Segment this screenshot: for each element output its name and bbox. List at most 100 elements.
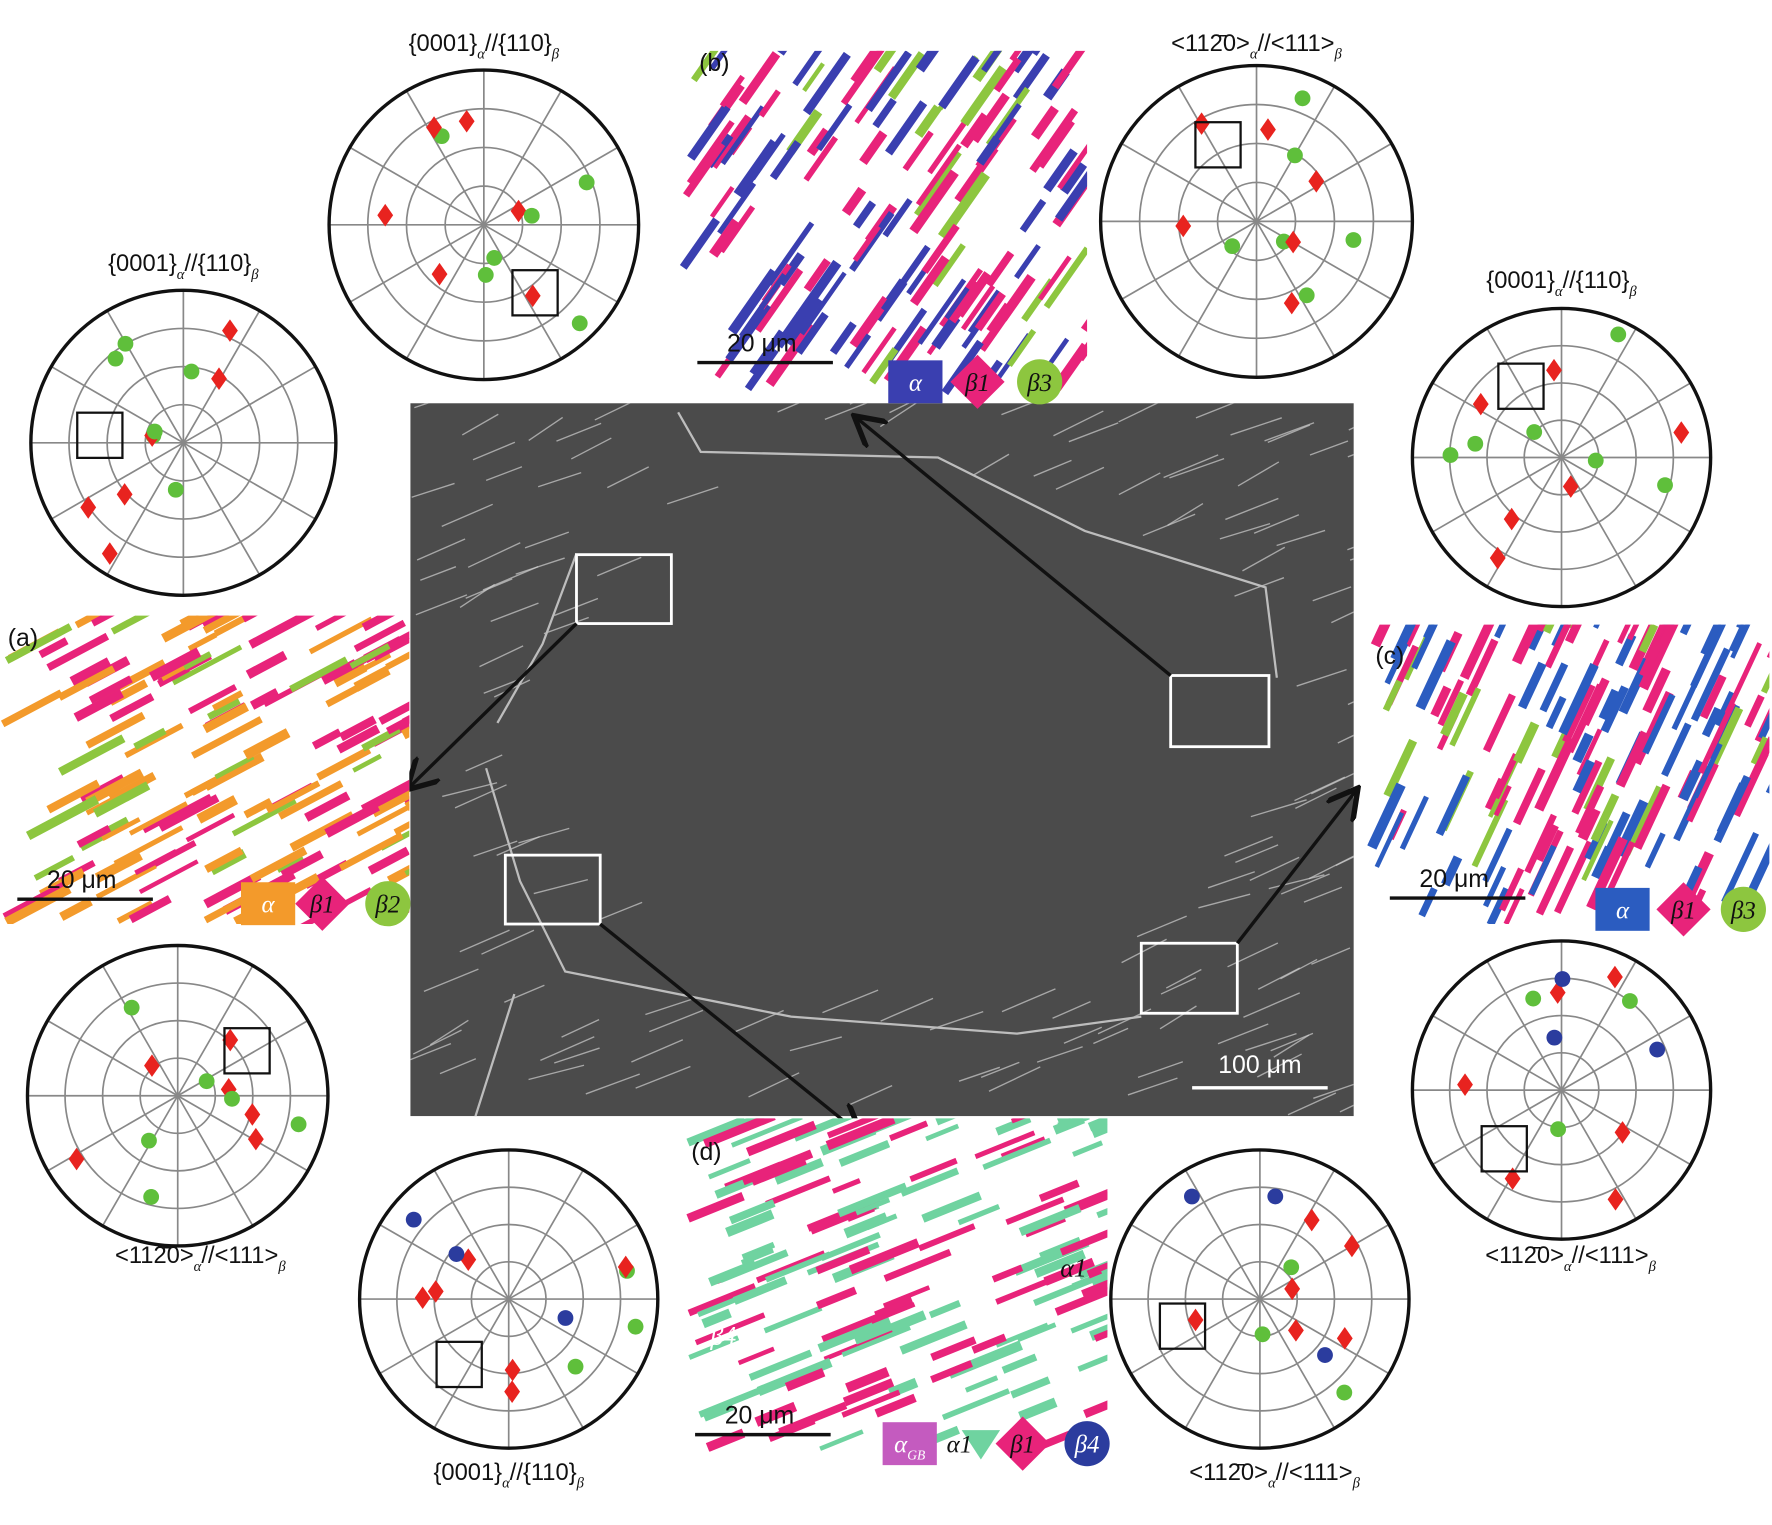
streak (528, 416, 564, 442)
pole-marker (1193, 112, 1210, 135)
streak (847, 1084, 893, 1106)
streak (1136, 915, 1187, 938)
grain (1435, 774, 1471, 837)
grain (1054, 159, 1088, 222)
grain (187, 632, 218, 652)
pole-marker (1284, 1277, 1301, 1301)
grid-radial (1486, 960, 1563, 1091)
grain (1572, 732, 1594, 764)
legend-text: α (1616, 897, 1630, 924)
grain (1615, 633, 1637, 667)
grain (1754, 736, 1770, 770)
outline (1410, 939, 1713, 1241)
label-main: {0001} (433, 1460, 502, 1486)
grid-radial (50, 442, 184, 520)
grain (1730, 624, 1762, 659)
grain (803, 135, 839, 182)
grain (69, 657, 112, 687)
grain (1627, 624, 1645, 641)
grain (1441, 855, 1463, 887)
streak (1142, 513, 1196, 537)
grid-radial (1561, 382, 1692, 459)
pole-marker (1554, 971, 1571, 987)
grid-radial (483, 224, 619, 303)
streak (543, 616, 589, 635)
streak (459, 583, 496, 609)
label-sub: β (1352, 1476, 1361, 1492)
streak (496, 836, 540, 856)
grain (1014, 244, 1041, 280)
grain (182, 651, 212, 671)
grain (1713, 774, 1751, 844)
grain (882, 1285, 931, 1308)
grain (964, 1375, 999, 1393)
pole-marker (1294, 90, 1311, 107)
outline (1109, 1148, 1411, 1450)
label-sub: β (1648, 1259, 1657, 1275)
grid-radial (1130, 1298, 1261, 1375)
streak (1267, 424, 1311, 444)
legend-label: α (909, 370, 923, 397)
pole-marker (1587, 452, 1604, 469)
grain (73, 689, 124, 722)
grain (870, 1302, 916, 1324)
grain (889, 1120, 929, 1142)
pole-marker (1287, 147, 1303, 164)
grain (915, 50, 965, 73)
grain (701, 1308, 732, 1329)
label-main: //{110} (510, 1460, 577, 1486)
grain (730, 1118, 803, 1148)
grain (1370, 624, 1404, 648)
grid-radial (1431, 382, 1562, 459)
label-main: {0001} (108, 251, 177, 277)
grain (688, 1335, 740, 1360)
grid-radial (1121, 142, 1257, 223)
grain (25, 795, 100, 841)
grain (1697, 701, 1736, 774)
grain (214, 754, 255, 780)
streak (1268, 874, 1325, 890)
legend-label: β4 (1074, 1432, 1100, 1459)
grain (829, 321, 857, 355)
grain (314, 615, 348, 631)
legend-swatch (1595, 887, 1650, 931)
grain (128, 895, 172, 924)
grain (1018, 1204, 1082, 1237)
pole-marker (1317, 1347, 1333, 1363)
grain (1087, 1118, 1108, 1132)
pole-marker (1622, 993, 1638, 1009)
grain (1624, 785, 1662, 856)
pole-marker (80, 496, 97, 519)
grain (766, 221, 815, 286)
highlight-box (1497, 362, 1545, 410)
label-sub: β (1628, 284, 1637, 300)
pole-marker (1336, 1384, 1353, 1401)
pole-marker (1546, 1029, 1563, 1046)
grain (324, 802, 380, 838)
streak (410, 1043, 452, 1061)
grain (1539, 662, 1569, 713)
pole-figure: {0001}α//{110}β (29, 251, 338, 598)
streak (472, 441, 516, 461)
label-main: {0001} (409, 31, 478, 57)
grain (869, 347, 899, 385)
streak (1167, 502, 1204, 526)
streak (504, 984, 545, 1003)
grain (914, 104, 942, 138)
legend-swatch (240, 882, 296, 926)
grain (1043, 246, 1088, 309)
label-main: //{110} (1563, 268, 1630, 294)
outline (25, 943, 330, 1248)
legend-swatch (995, 1416, 1050, 1471)
grid-radial (106, 442, 185, 576)
pole-figure: <112̄0>α//<111>β (1410, 939, 1713, 1275)
legend-swatch (1720, 886, 1766, 932)
grain (883, 1248, 952, 1282)
legend-swatch (950, 354, 1005, 409)
streak (420, 566, 457, 581)
grain (1736, 624, 1770, 630)
grain (1513, 767, 1546, 826)
streak (597, 556, 642, 577)
grain (1598, 688, 1620, 721)
grain (1638, 624, 1659, 654)
